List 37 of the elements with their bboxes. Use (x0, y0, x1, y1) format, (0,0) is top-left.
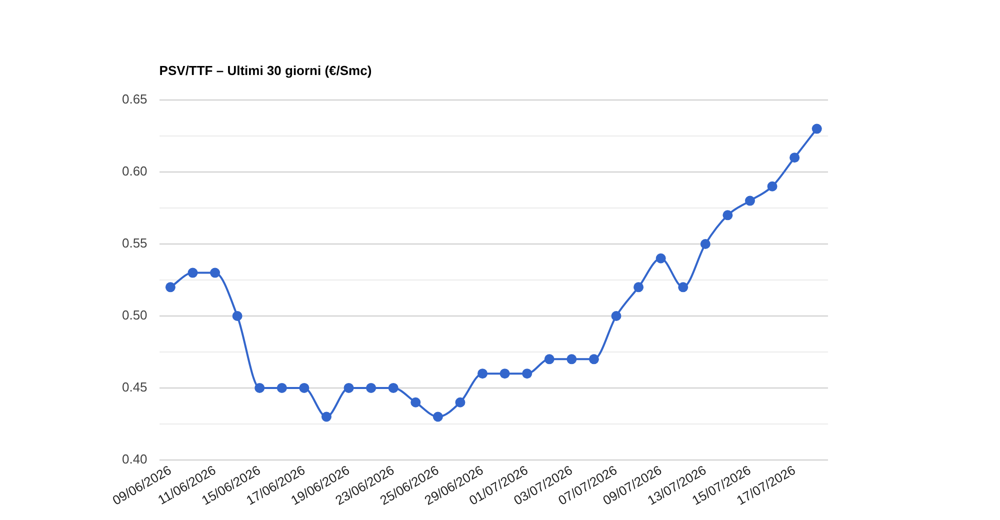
point (165, 282, 176, 292)
point (321, 412, 332, 422)
point (276, 382, 287, 393)
point (478, 368, 488, 379)
point (254, 382, 265, 393)
point (722, 210, 733, 220)
point (388, 382, 398, 393)
point (767, 181, 778, 192)
point (299, 382, 310, 393)
point (232, 310, 242, 321)
point (678, 282, 688, 292)
point (522, 368, 532, 379)
y-tick-label: 0.40 (122, 452, 148, 467)
y-tick-label: 0.55 (122, 236, 148, 251)
point (634, 282, 644, 292)
point (656, 253, 666, 264)
point (700, 238, 710, 249)
point (544, 354, 554, 364)
point (611, 310, 622, 321)
point (455, 397, 466, 408)
point (500, 368, 510, 379)
y-tick-label: 0.50 (122, 308, 148, 323)
point (566, 354, 577, 364)
point (790, 152, 800, 163)
point (210, 268, 220, 278)
point (744, 196, 755, 206)
chart-title: PSV/TTF – Ultimi 30 giorni (€/Smc) (159, 63, 372, 78)
y-tick-label: 0.65 (122, 92, 148, 107)
point (344, 382, 354, 393)
point (812, 124, 822, 134)
point (366, 382, 376, 393)
point (432, 412, 443, 422)
point (188, 268, 198, 278)
y-tick-label: 0.60 (122, 164, 148, 179)
point (588, 354, 599, 364)
point (410, 397, 421, 408)
y-tick-label: 0.45 (122, 380, 148, 395)
